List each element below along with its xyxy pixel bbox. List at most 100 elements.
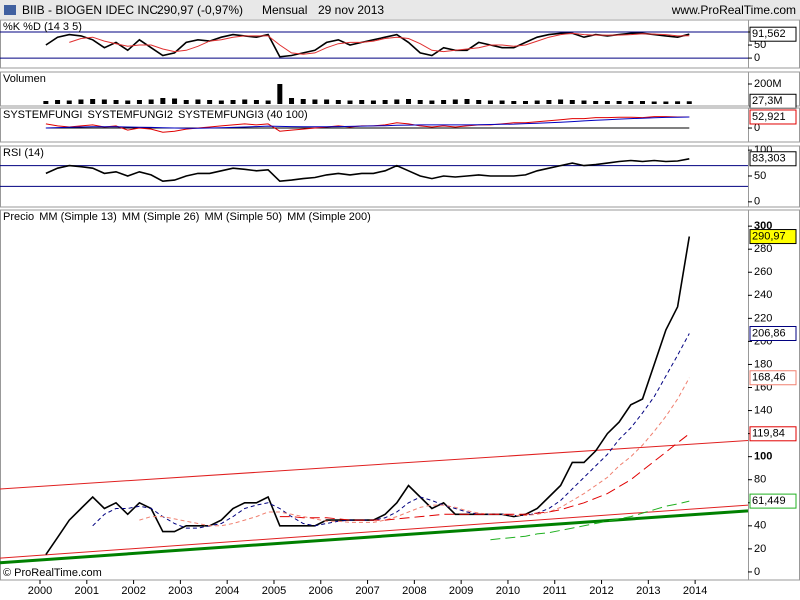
y-tick-label: 40 bbox=[754, 520, 766, 532]
last-value-label: 168,46 bbox=[752, 372, 786, 384]
volume-bar bbox=[651, 101, 657, 104]
volume-bar bbox=[499, 100, 505, 104]
legend-text: Precio bbox=[3, 211, 34, 223]
volume-bar bbox=[522, 101, 528, 104]
volume-bar bbox=[382, 100, 388, 104]
last-value-box bbox=[749, 151, 797, 167]
volume-bar bbox=[230, 100, 236, 104]
volume-bar bbox=[616, 101, 622, 104]
volume-bar bbox=[160, 98, 166, 104]
y-tick-label: 280 bbox=[754, 243, 772, 255]
last-value-label: 27,3M bbox=[752, 95, 783, 107]
volume-bar bbox=[207, 100, 213, 104]
volume-bar bbox=[476, 100, 482, 104]
y-tick-label: 240 bbox=[754, 289, 772, 301]
symbol: BIIB - BIOGEN IDEC INC. bbox=[22, 3, 161, 17]
y-tick-label: 260 bbox=[754, 266, 772, 278]
y-tick-label: 300 bbox=[754, 220, 772, 232]
y-tick-label: 50 bbox=[754, 170, 766, 182]
x-tick-label: 2003 bbox=[168, 585, 192, 597]
x-tick-label: 2001 bbox=[75, 585, 99, 597]
legend-text: SYSTEMFUNGI bbox=[3, 109, 82, 121]
volume-bar bbox=[686, 101, 692, 104]
period: Mensual bbox=[262, 3, 307, 17]
volume-bar bbox=[628, 101, 634, 104]
volume-bar bbox=[136, 100, 142, 104]
y-tick-label: 50 bbox=[754, 39, 766, 51]
volume-bar bbox=[406, 99, 412, 104]
last-value-box bbox=[749, 426, 797, 442]
volume-bar bbox=[218, 100, 224, 104]
volume-bar bbox=[55, 100, 61, 104]
last-value-box bbox=[749, 493, 797, 509]
last-value-box bbox=[749, 26, 797, 42]
legend-text: SYSTEMFUNGI3 (40 100) bbox=[178, 109, 308, 121]
series-line bbox=[69, 32, 690, 55]
last-value-label: 52,921 bbox=[752, 111, 786, 123]
volume-bar bbox=[359, 100, 365, 104]
volume-bar bbox=[101, 99, 107, 104]
series-line bbox=[490, 500, 690, 541]
trendline bbox=[0, 509, 749, 565]
legend-text: MM (Simple 200) bbox=[287, 211, 371, 223]
y-tick-label: 20 bbox=[754, 543, 766, 555]
y-tick-label: 0 bbox=[754, 122, 760, 134]
last-value-label: 61,449 bbox=[752, 495, 786, 507]
legend-text: %K %D (14 3 5) bbox=[3, 21, 82, 33]
legend-text: SYSTEMFUNGI2 bbox=[87, 109, 173, 121]
volume-bar bbox=[394, 99, 400, 104]
volume-bar bbox=[335, 100, 341, 104]
series-line bbox=[139, 377, 690, 527]
legend-text: Volumen bbox=[3, 73, 46, 85]
volume-bar bbox=[639, 101, 645, 104]
quote: 290,97 (-0,97%) bbox=[157, 3, 243, 17]
x-tick-label: 2010 bbox=[496, 585, 520, 597]
last-value-box bbox=[749, 109, 797, 125]
x-tick-label: 2013 bbox=[636, 585, 660, 597]
volume-bar bbox=[581, 100, 587, 104]
x-tick-label: 2007 bbox=[355, 585, 379, 597]
volume-bar bbox=[511, 101, 517, 104]
volume-bar bbox=[125, 100, 131, 104]
date: 29 nov 2013 bbox=[318, 3, 384, 17]
icon bbox=[4, 5, 16, 15]
volume-bar bbox=[604, 101, 610, 104]
volume-bar bbox=[534, 100, 540, 104]
volume-bar bbox=[452, 99, 458, 104]
x-tick-label: 2005 bbox=[262, 585, 286, 597]
volume-bar bbox=[253, 100, 259, 104]
volume-bar bbox=[148, 99, 154, 104]
y-tick-label: 220 bbox=[754, 312, 772, 324]
volume-bar bbox=[90, 99, 96, 104]
last-value-box bbox=[749, 325, 797, 341]
volume-bar bbox=[347, 100, 353, 104]
volume-bar bbox=[487, 100, 493, 104]
volume-bar bbox=[558, 99, 564, 104]
x-tick-label: 2011 bbox=[543, 585, 567, 597]
y-tick-label: 0 bbox=[754, 52, 760, 64]
volume-bar bbox=[312, 99, 318, 104]
last-value-box bbox=[749, 370, 797, 386]
volume-bar bbox=[43, 101, 49, 104]
volume-bar bbox=[370, 100, 376, 104]
legend-text: MM (Simple 13) bbox=[39, 211, 117, 223]
volume-bar bbox=[183, 100, 189, 104]
header-bar bbox=[0, 0, 800, 19]
y-tick-label: 0 bbox=[754, 196, 760, 208]
volume-bar bbox=[441, 100, 447, 104]
x-tick-label: 2009 bbox=[449, 585, 473, 597]
y-tick-label: 0 bbox=[754, 566, 760, 578]
trendline bbox=[0, 440, 749, 490]
x-tick-label: 2006 bbox=[309, 585, 333, 597]
volume-bar bbox=[277, 84, 283, 104]
series-line bbox=[45, 236, 691, 556]
trendline bbox=[0, 504, 749, 559]
y-tick-label: 180 bbox=[754, 358, 772, 370]
volume-bar bbox=[593, 101, 599, 104]
last-value-label: 119,84 bbox=[752, 428, 785, 440]
volume-bar bbox=[417, 100, 423, 104]
volume-bar bbox=[324, 99, 330, 104]
x-tick-label: 2002 bbox=[121, 585, 145, 597]
last-value-label: 91,562 bbox=[752, 28, 786, 40]
